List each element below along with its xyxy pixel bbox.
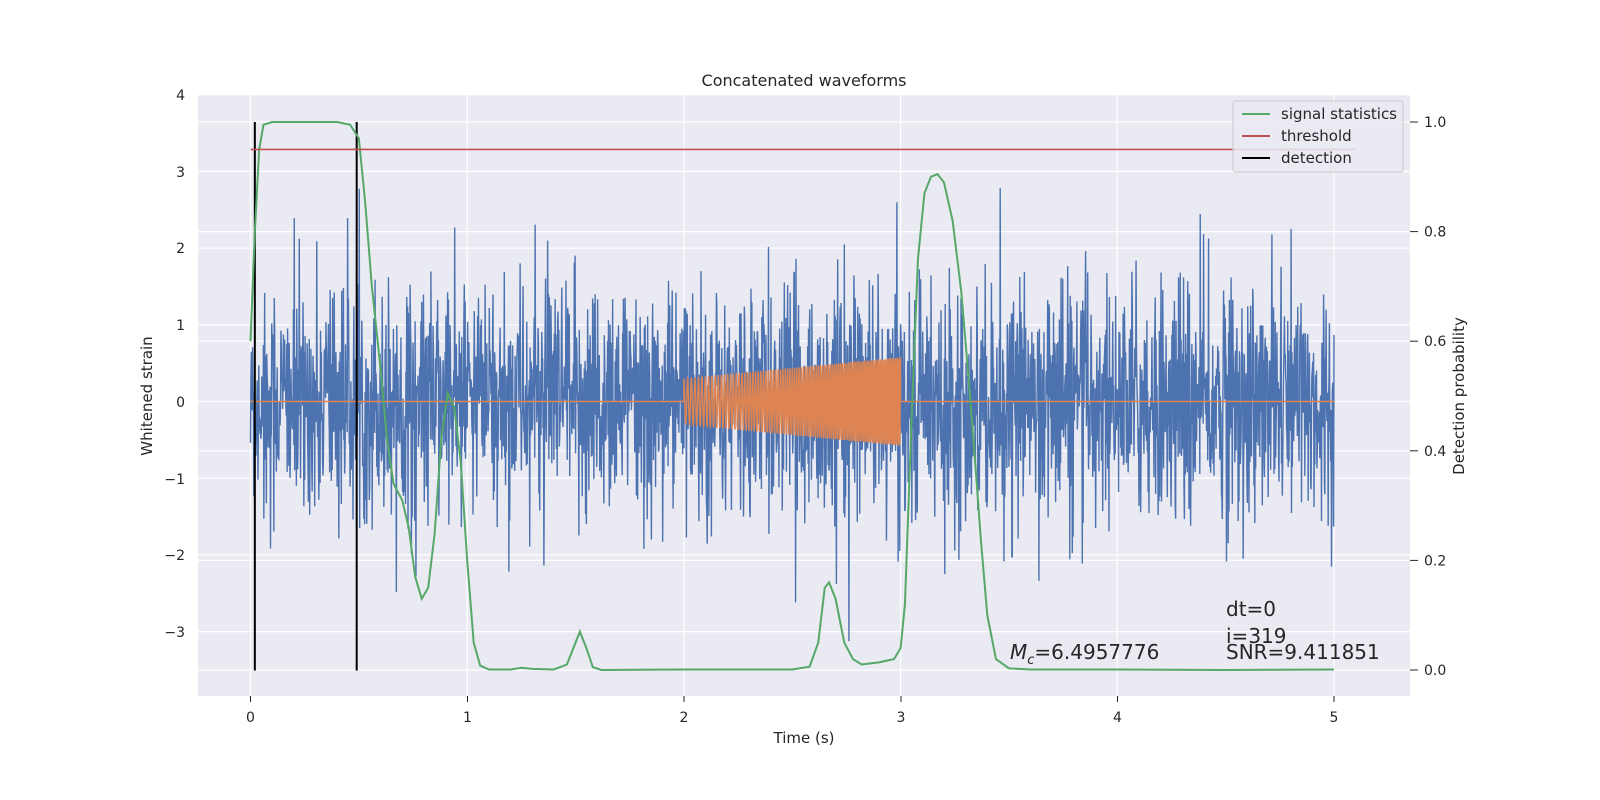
x-tick-label: 4 — [1113, 710, 1122, 726]
annotation-chirp-mass-symbol: M — [1010, 640, 1027, 664]
y-tick-label: 4 — [176, 88, 185, 104]
annotation-chirp-mass-subscript: c — [1027, 653, 1034, 668]
x-tick-label: 2 — [680, 710, 689, 726]
x-tick-label: 5 — [1330, 710, 1339, 726]
right-y-tick-label: 0.6 — [1424, 334, 1446, 350]
annotation-index: i=319 — [1226, 624, 1287, 648]
y-tick-labels: 4 3 2 1 0 −1 −2 −3 — [164, 88, 185, 641]
y-tick-label: 1 — [176, 318, 185, 334]
legend-label-signal-statistics: signal statistics — [1281, 105, 1397, 123]
right-y-tick-label: 0.4 — [1424, 444, 1446, 460]
legend-label-threshold: threshold — [1281, 127, 1352, 145]
right-y-tick-label: 0.0 — [1424, 663, 1446, 679]
right-y-tick-label: 1.0 — [1424, 115, 1446, 131]
right-y-tick-label: 0.8 — [1424, 225, 1446, 241]
y-tick-label: −1 — [164, 472, 185, 488]
chart-title: Concatenated waveforms — [702, 71, 907, 90]
legend-label-detection: detection — [1281, 149, 1352, 167]
x-tick-labels: 0 1 2 3 4 5 — [246, 696, 1338, 726]
annotation-chirp-mass: Mc=6.4957776 — [1010, 640, 1159, 668]
waveform-series — [250, 356, 1334, 446]
right-y-tick-labels: 1.0 0.8 0.6 0.4 0.2 0.0 — [1410, 115, 1446, 679]
x-axis-label: Time (s) — [773, 729, 835, 747]
x-tick-label: 0 — [246, 710, 255, 726]
right-y-axis-label: Detection probability — [1450, 317, 1468, 475]
y-tick-label: 0 — [176, 395, 185, 411]
legend-box — [1232, 100, 1404, 173]
x-tick-label: 3 — [897, 710, 906, 726]
y-tick-label: −2 — [164, 548, 185, 564]
signal-statistics-series — [249, 121, 1335, 672]
y-tick-label: 3 — [176, 165, 185, 181]
legend: signal statistics threshold detection — [1232, 100, 1404, 173]
annotation-snr: SNR=9.411851 — [1226, 640, 1380, 664]
annotation-dt: dt=0 — [1226, 597, 1276, 621]
y-tick-label: 2 — [176, 241, 185, 257]
y-tick-label: −3 — [164, 625, 185, 641]
right-y-tick-label: 0.2 — [1424, 553, 1446, 569]
x-tick-label: 1 — [463, 710, 472, 726]
y-axis-label: Whitened strain — [138, 336, 156, 455]
annotation-chirp-mass-value: =6.4957776 — [1034, 640, 1159, 664]
